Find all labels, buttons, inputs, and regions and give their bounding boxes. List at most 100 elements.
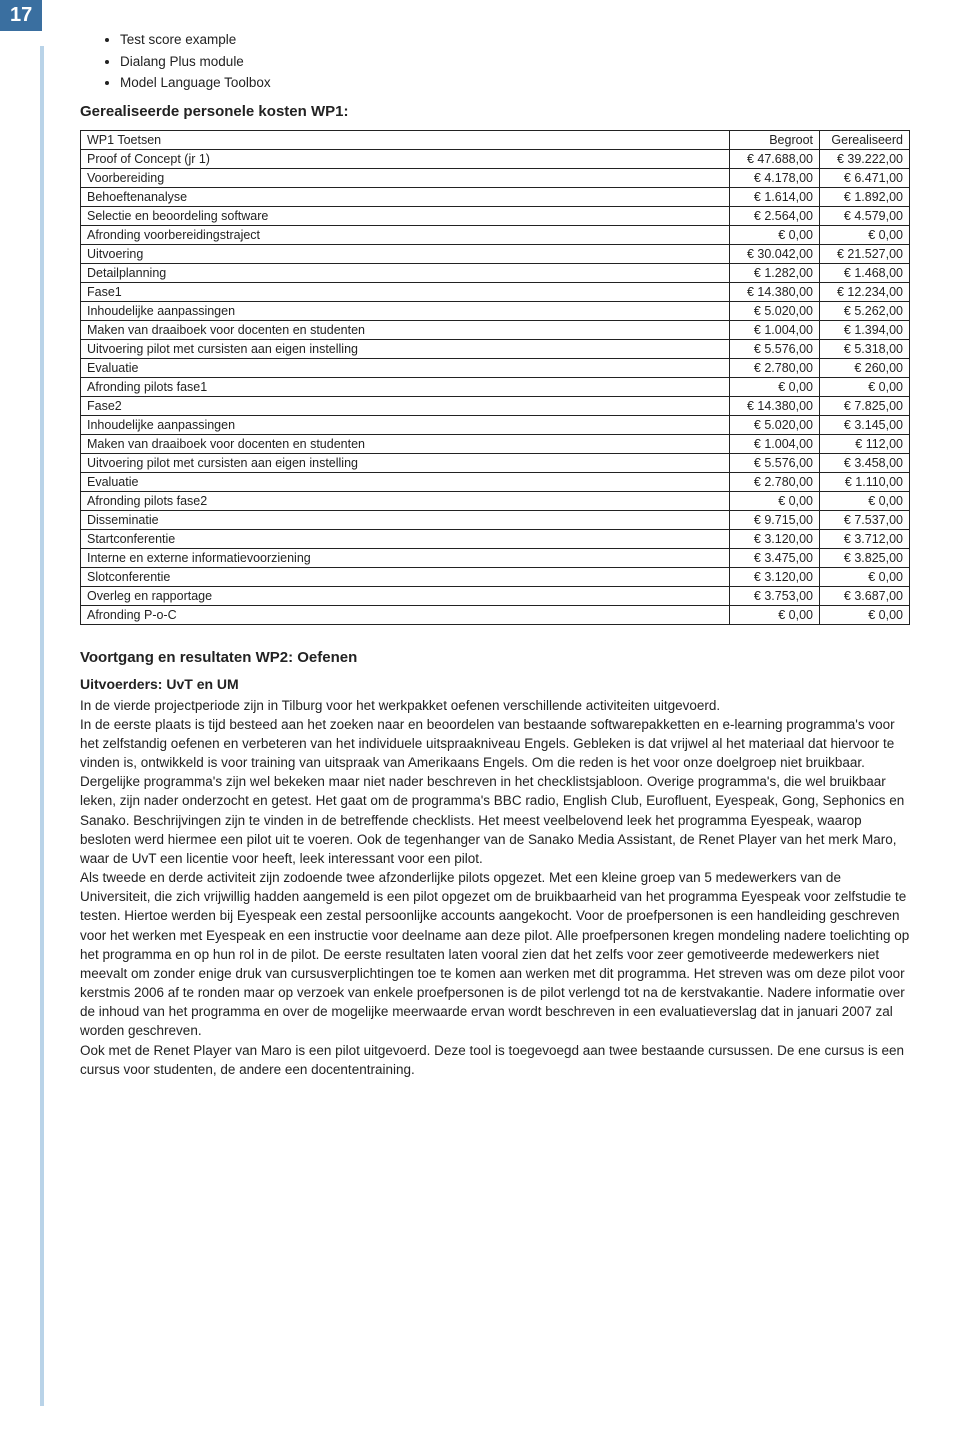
table-row: Evaluatie€ 2.780,00€ 1.110,00 [81, 472, 910, 491]
table-row: Proof of Concept (jr 1)€ 47.688,00€ 39.2… [81, 149, 910, 168]
table-cell-label: Startconferentie [81, 529, 730, 548]
table-cell-label: Afronding voorbereidingstraject [81, 225, 730, 244]
table-cell-label: Afronding P-o-C [81, 605, 730, 624]
table-row: Afronding P-o-C€ 0,00€ 0,00 [81, 605, 910, 624]
section-sub-wp2: Uitvoerders: UvT en UM [80, 676, 910, 692]
table-cell-begroot: € 3.475,00 [730, 548, 820, 567]
section-title-wp1: Gerealiseerde personele kosten WP1: [80, 103, 910, 120]
table-cell-gerealiseerd: € 1.110,00 [820, 472, 910, 491]
table-cell-gerealiseerd: € 0,00 [820, 225, 910, 244]
table-row: Maken van draaiboek voor docenten en stu… [81, 434, 910, 453]
table-row: Detailplanning€ 1.282,00€ 1.468,00 [81, 263, 910, 282]
table-row: Afronding pilots fase1€ 0,00€ 0,00 [81, 377, 910, 396]
table-cell-begroot: € 5.020,00 [730, 301, 820, 320]
table-cell-gerealiseerd: € 5.318,00 [820, 339, 910, 358]
table-cell-begroot: € 2.780,00 [730, 472, 820, 491]
table-row: Evaluatie€ 2.780,00€ 260,00 [81, 358, 910, 377]
bullet-list: Test score example Dialang Plus module M… [120, 30, 910, 93]
table-cell-label: Voorbereiding [81, 168, 730, 187]
table-cell-label: Selectie en beoordeling software [81, 206, 730, 225]
table-cell-gerealiseerd: € 12.234,00 [820, 282, 910, 301]
table-cell-begroot: € 1.614,00 [730, 187, 820, 206]
table-cell-gerealiseerd: € 260,00 [820, 358, 910, 377]
page-number: 17 [10, 4, 32, 26]
table-cell-gerealiseerd: € 0,00 [820, 491, 910, 510]
table-cell-label: Disseminatie [81, 510, 730, 529]
table-row: Selectie en beoordeling software€ 2.564,… [81, 206, 910, 225]
table-row: Interne en externe informatievoorziening… [81, 548, 910, 567]
table-row: Uitvoering€ 30.042,00€ 21.527,00 [81, 244, 910, 263]
table-row: Inhoudelijke aanpassingen€ 5.020,00€ 3.1… [81, 415, 910, 434]
table-cell-gerealiseerd: € 7.825,00 [820, 396, 910, 415]
table-cell-label: Inhoudelijke aanpassingen [81, 415, 730, 434]
table-cell-label: Maken van draaiboek voor docenten en stu… [81, 320, 730, 339]
table-row: Voorbereiding€ 4.178,00€ 6.471,00 [81, 168, 910, 187]
bullet-item: Dialang Plus module [120, 52, 910, 72]
table-cell-gerealiseerd: € 5.262,00 [820, 301, 910, 320]
table-row: Afronding pilots fase2€ 0,00€ 0,00 [81, 491, 910, 510]
table-cell-begroot: € 3.753,00 [730, 586, 820, 605]
body-text-wp2: In de vierde projectperiode zijn in Tilb… [80, 696, 910, 1079]
body-paragraph: Ook met de Renet Player van Maro is een … [80, 1041, 910, 1079]
table-cell-gerealiseerd: € 1.468,00 [820, 263, 910, 282]
table-row: Fase2€ 14.380,00€ 7.825,00 [81, 396, 910, 415]
table-cell-gerealiseerd: € 21.527,00 [820, 244, 910, 263]
table-row: Inhoudelijke aanpassingen€ 5.020,00€ 5.2… [81, 301, 910, 320]
table-cell-begroot: € 5.020,00 [730, 415, 820, 434]
table-cell-begroot: € 14.380,00 [730, 396, 820, 415]
table-cell-begroot: € 3.120,00 [730, 567, 820, 586]
table-cell-label: Uitvoering pilot met cursisten aan eigen… [81, 453, 730, 472]
table-row: Maken van draaiboek voor docenten en stu… [81, 320, 910, 339]
left-margin-rule [40, 46, 44, 1406]
table-cell-begroot: € 1.004,00 [730, 320, 820, 339]
table-cell-gerealiseerd: € 0,00 [820, 605, 910, 624]
table-row: Behoeftenanalyse€ 1.614,00€ 1.892,00 [81, 187, 910, 206]
table-row: Startconferentie€ 3.120,00€ 3.712,00 [81, 529, 910, 548]
body-paragraph: Als tweede en derde activiteit zijn zodo… [80, 868, 910, 1040]
table-cell-label: Fase1 [81, 282, 730, 301]
table-cell-begroot: € 30.042,00 [730, 244, 820, 263]
table-cell-gerealiseerd: € 3.825,00 [820, 548, 910, 567]
table-cell-begroot: € 2.780,00 [730, 358, 820, 377]
table-cell-begroot: € 4.178,00 [730, 168, 820, 187]
table-cell-label: Fase2 [81, 396, 730, 415]
table-cell-label: Afronding pilots fase1 [81, 377, 730, 396]
table-cell-gerealiseerd: € 39.222,00 [820, 149, 910, 168]
table-row: Uitvoering pilot met cursisten aan eigen… [81, 339, 910, 358]
table-cell-gerealiseerd: € 0,00 [820, 377, 910, 396]
table-cell-begroot: € 2.564,00 [730, 206, 820, 225]
table-cell-gerealiseerd: € 3.145,00 [820, 415, 910, 434]
table-cell-label: Uitvoering [81, 244, 730, 263]
table-cell-gerealiseerd: € 1.892,00 [820, 187, 910, 206]
table-cell-label: Slotconferentie [81, 567, 730, 586]
wp1-cost-table: WP1 Toetsen Begroot Gerealiseerd Proof o… [80, 130, 910, 625]
table-cell-begroot: € 0,00 [730, 225, 820, 244]
table-cell-begroot: € 14.380,00 [730, 282, 820, 301]
table-cell-label: Behoeftenanalyse [81, 187, 730, 206]
table-cell-gerealiseerd: € 0,00 [820, 567, 910, 586]
table-cell-begroot: € 1.282,00 [730, 263, 820, 282]
table-cell-label: Proof of Concept (jr 1) [81, 149, 730, 168]
page-number-box: 17 [0, 0, 42, 31]
table-cell-begroot: € 5.576,00 [730, 339, 820, 358]
table-row: Slotconferentie€ 3.120,00€ 0,00 [81, 567, 910, 586]
table-cell-label: Maken van draaiboek voor docenten en stu… [81, 434, 730, 453]
table-cell-gerealiseerd: € 3.712,00 [820, 529, 910, 548]
table-row: Overleg en rapportage€ 3.753,00€ 3.687,0… [81, 586, 910, 605]
table-cell-label: Inhoudelijke aanpassingen [81, 301, 730, 320]
table-cell-begroot: € 5.576,00 [730, 453, 820, 472]
table-cell-begroot: € 9.715,00 [730, 510, 820, 529]
table-cell-label: Evaluatie [81, 472, 730, 491]
bullet-item: Test score example [120, 30, 910, 50]
table-cell-gerealiseerd: € 4.579,00 [820, 206, 910, 225]
table-cell-begroot: € 1.004,00 [730, 434, 820, 453]
table-cell-gerealiseerd: € 112,00 [820, 434, 910, 453]
table-cell-label: Detailplanning [81, 263, 730, 282]
table-header-label: WP1 Toetsen [81, 130, 730, 149]
body-paragraph: In de vierde projectperiode zijn in Tilb… [80, 696, 910, 715]
table-cell-begroot: € 47.688,00 [730, 149, 820, 168]
table-cell-begroot: € 0,00 [730, 605, 820, 624]
table-cell-label: Evaluatie [81, 358, 730, 377]
table-cell-begroot: € 0,00 [730, 377, 820, 396]
table-cell-begroot: € 0,00 [730, 491, 820, 510]
